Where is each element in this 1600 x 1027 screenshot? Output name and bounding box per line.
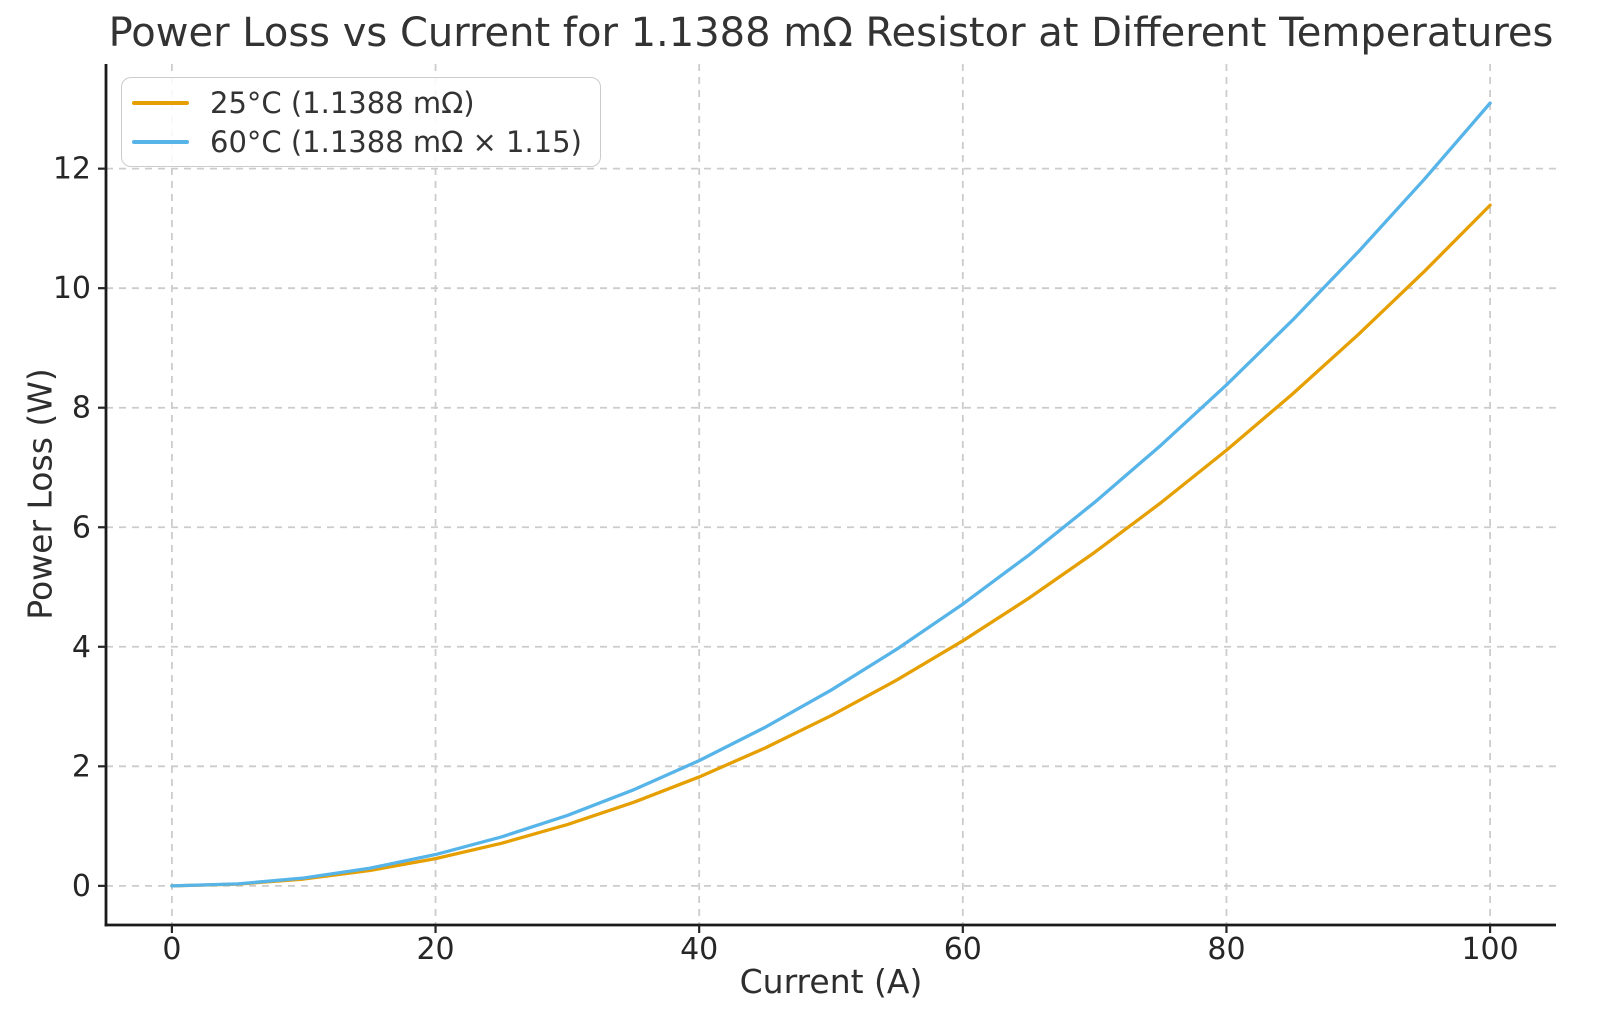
- x-tick-label: 20: [416, 932, 454, 967]
- legend-label-60c: 60°C (1.1388 mΩ × 1.15): [210, 124, 582, 159]
- x-tick-label: 60: [944, 932, 982, 967]
- y-tick-label: 10: [53, 271, 91, 306]
- x-tick-label: 0: [162, 932, 181, 967]
- legend-line-swatch-60c: [132, 139, 189, 144]
- x-tick-label: 40: [680, 932, 718, 967]
- y-tick-label: 2: [72, 749, 91, 784]
- legend-label-25c: 25°C (1.1388 mΩ): [210, 85, 475, 120]
- legend: 25°C (1.1388 mΩ) 60°C (1.1388 mΩ × 1.15): [121, 77, 601, 167]
- y-tick-label: 0: [72, 869, 91, 904]
- y-axis-label: Power Loss (W): [20, 368, 60, 620]
- y-tick-label: 8: [72, 391, 91, 426]
- legend-item: 60°C (1.1388 mΩ × 1.15): [132, 122, 582, 161]
- chart-title: Power Loss vs Current for 1.1388 mΩ Resi…: [108, 10, 1554, 56]
- x-tick-label: 100: [1461, 932, 1518, 967]
- legend-item: 25°C (1.1388 mΩ): [132, 83, 582, 122]
- y-tick-label: 12: [53, 152, 91, 187]
- legend-line-swatch-25c: [132, 100, 189, 105]
- y-tick-label: 6: [72, 510, 91, 545]
- series-line-0: [170, 203, 1492, 888]
- y-tick-label: 4: [72, 630, 91, 665]
- x-tick-label: 80: [1207, 932, 1245, 967]
- series-line-1: [170, 101, 1492, 888]
- x-axis-label: Current (A): [739, 962, 923, 1001]
